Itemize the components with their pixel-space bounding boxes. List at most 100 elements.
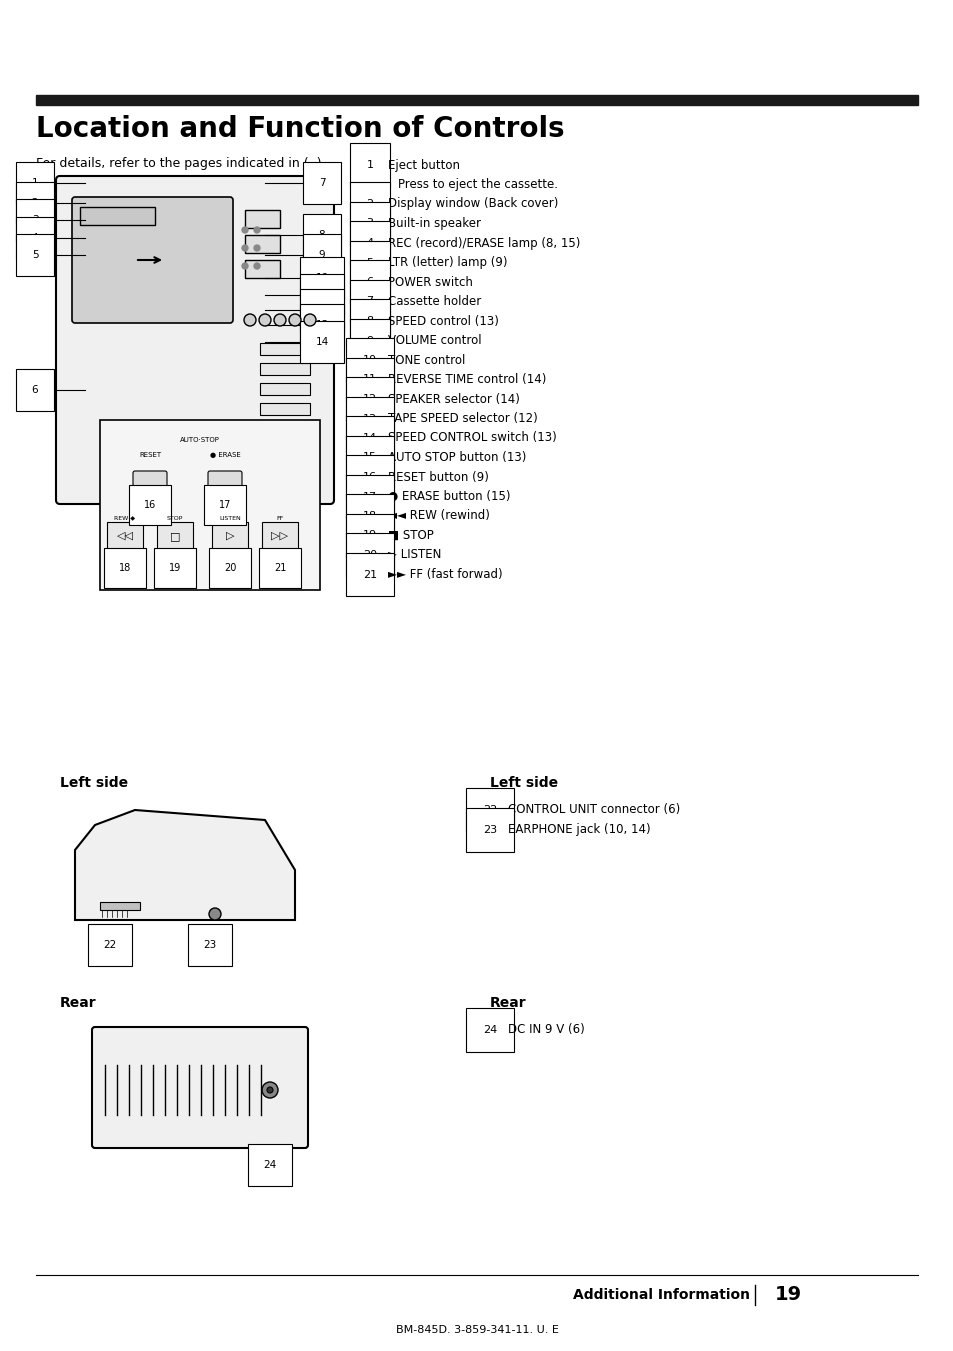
Text: RESET button (9): RESET button (9) xyxy=(388,470,488,484)
Text: 11: 11 xyxy=(363,374,376,385)
Bar xyxy=(245,235,280,253)
FancyBboxPatch shape xyxy=(208,471,242,497)
Bar xyxy=(260,363,310,376)
Text: LTR (letter) lamp (9): LTR (letter) lamp (9) xyxy=(388,255,507,269)
Circle shape xyxy=(258,313,271,326)
Circle shape xyxy=(242,245,248,251)
Text: 5: 5 xyxy=(366,258,374,267)
Text: DC IN 9 V (6): DC IN 9 V (6) xyxy=(507,1024,584,1036)
Text: For details, refer to the pages indicated in (  ).: For details, refer to the pages indicate… xyxy=(36,157,325,170)
Text: 22: 22 xyxy=(103,940,116,950)
Text: 18: 18 xyxy=(119,563,131,573)
Text: 2: 2 xyxy=(366,199,374,209)
Circle shape xyxy=(274,313,286,326)
Text: 1: 1 xyxy=(366,159,374,170)
Text: 13: 13 xyxy=(315,320,328,330)
Text: ▷▷: ▷▷ xyxy=(272,531,288,540)
Text: 7: 7 xyxy=(366,296,374,307)
Bar xyxy=(245,259,280,278)
FancyBboxPatch shape xyxy=(56,176,334,504)
Text: 10: 10 xyxy=(315,273,328,282)
Text: □: □ xyxy=(170,531,180,540)
Circle shape xyxy=(253,263,260,269)
Circle shape xyxy=(304,313,315,326)
Circle shape xyxy=(253,227,260,232)
Bar xyxy=(212,521,248,550)
Circle shape xyxy=(244,313,255,326)
Text: 2: 2 xyxy=(31,199,38,208)
Text: STOP: STOP xyxy=(167,516,183,520)
Text: VOLUME control: VOLUME control xyxy=(388,334,481,347)
Text: RESET: RESET xyxy=(139,453,161,458)
Text: 9: 9 xyxy=(318,250,325,259)
Text: 8: 8 xyxy=(318,230,325,240)
Bar xyxy=(260,423,310,435)
Circle shape xyxy=(262,1082,277,1098)
Bar xyxy=(100,420,319,590)
Text: 4: 4 xyxy=(366,238,374,249)
Bar xyxy=(260,403,310,415)
Bar xyxy=(80,207,154,226)
Bar xyxy=(100,902,140,911)
Bar xyxy=(36,95,917,105)
Text: FF: FF xyxy=(276,516,283,520)
Text: 3: 3 xyxy=(366,219,374,228)
Text: Built-in speaker: Built-in speaker xyxy=(388,218,480,230)
Text: AUTO STOP button (13): AUTO STOP button (13) xyxy=(388,451,526,463)
Text: 23: 23 xyxy=(203,940,216,950)
Text: 10: 10 xyxy=(363,355,376,365)
Text: 19: 19 xyxy=(169,563,181,573)
Text: POWER switch: POWER switch xyxy=(388,276,473,289)
Bar xyxy=(260,382,310,394)
Text: 24: 24 xyxy=(263,1161,276,1170)
Text: 8: 8 xyxy=(366,316,374,326)
Text: BM-845D. 3-859-341-11. U. E: BM-845D. 3-859-341-11. U. E xyxy=(395,1325,558,1335)
Text: TONE control: TONE control xyxy=(388,354,465,366)
Text: ◄◄ REW (rewind): ◄◄ REW (rewind) xyxy=(388,509,489,523)
FancyBboxPatch shape xyxy=(91,1027,308,1148)
Text: 17: 17 xyxy=(362,492,376,501)
Text: Display window (Back cover): Display window (Back cover) xyxy=(388,197,558,211)
Text: Location and Function of Controls: Location and Function of Controls xyxy=(36,115,564,143)
Text: 16: 16 xyxy=(144,500,156,509)
Text: 20: 20 xyxy=(224,563,236,573)
Text: ● ERASE: ● ERASE xyxy=(210,453,240,458)
Text: ◁◁: ◁◁ xyxy=(116,531,133,540)
Text: 7: 7 xyxy=(318,178,325,188)
Text: 13: 13 xyxy=(363,413,376,423)
Text: 1: 1 xyxy=(31,178,38,188)
Text: Press to eject the cassette.: Press to eject the cassette. xyxy=(397,178,558,190)
Text: 21: 21 xyxy=(274,563,286,573)
Text: 16: 16 xyxy=(363,471,376,482)
Bar xyxy=(157,521,193,550)
Bar xyxy=(107,521,143,550)
Text: SPEAKER selector (14): SPEAKER selector (14) xyxy=(388,393,519,405)
FancyBboxPatch shape xyxy=(71,197,233,323)
Text: 23: 23 xyxy=(482,825,497,835)
Text: 14: 14 xyxy=(362,434,376,443)
Circle shape xyxy=(289,313,301,326)
Circle shape xyxy=(267,1088,273,1093)
Text: 24: 24 xyxy=(482,1025,497,1035)
Text: REVERSE TIME control (14): REVERSE TIME control (14) xyxy=(388,373,546,386)
Text: Eject button: Eject button xyxy=(388,158,459,172)
Text: 17: 17 xyxy=(218,500,231,509)
PathPatch shape xyxy=(75,811,294,920)
Text: Cassette holder: Cassette holder xyxy=(388,295,480,308)
Text: 22: 22 xyxy=(482,805,497,815)
Text: CONTROL UNIT connector (6): CONTROL UNIT connector (6) xyxy=(507,804,679,816)
Text: Left side: Left side xyxy=(490,775,558,790)
Bar xyxy=(260,343,310,355)
Circle shape xyxy=(242,227,248,232)
Text: AUTO·STOP: AUTO·STOP xyxy=(180,436,220,443)
Text: 20: 20 xyxy=(362,550,376,561)
Text: REW ◆: REW ◆ xyxy=(114,516,135,520)
Text: Additional Information: Additional Information xyxy=(573,1288,749,1302)
Text: 9: 9 xyxy=(366,335,374,346)
FancyBboxPatch shape xyxy=(132,471,167,497)
Circle shape xyxy=(209,908,221,920)
Text: ▷: ▷ xyxy=(226,531,234,540)
Text: ►► FF (fast forwad): ►► FF (fast forwad) xyxy=(388,567,502,581)
Bar xyxy=(262,521,297,550)
Text: LISTEN: LISTEN xyxy=(219,516,240,520)
